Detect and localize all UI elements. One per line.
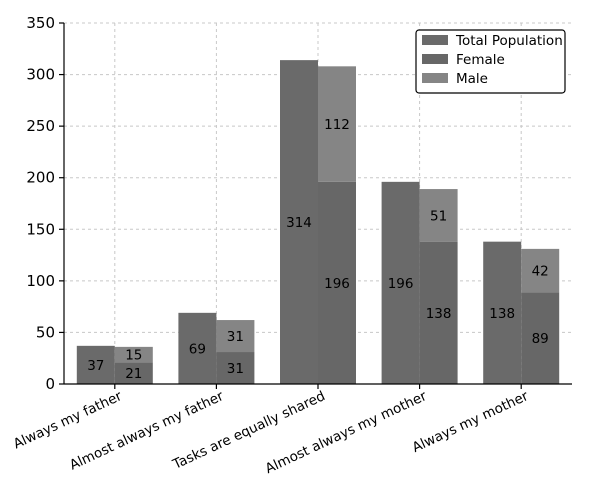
- legend-box: [415, 29, 566, 94]
- data-label-male: 31: [227, 329, 244, 345]
- legend-label: Male: [456, 71, 488, 87]
- data-label-male: 42: [532, 264, 549, 280]
- bar-female: [216, 352, 255, 384]
- y-tick-label: 50: [36, 323, 55, 341]
- data-label-female: 196: [324, 276, 350, 292]
- bar-female: [521, 292, 560, 384]
- legend: Total Population Female Male: [415, 29, 566, 94]
- data-label-total-population: 196: [388, 276, 414, 292]
- y-tick-label: 200: [26, 169, 55, 187]
- y-tick-label: 300: [26, 66, 55, 84]
- data-label-female: 89: [532, 331, 549, 347]
- y-tick-label: 250: [26, 117, 55, 135]
- x-tick-label: Almost always my mother: [263, 388, 430, 477]
- y-tick-label: 0: [45, 375, 55, 393]
- bar-male: [419, 189, 458, 242]
- data-label-total-population: 37: [87, 358, 104, 374]
- data-label-total-population: 138: [489, 306, 515, 322]
- data-label-male: 51: [430, 208, 447, 224]
- bars: [76, 60, 560, 384]
- x-tick-label: Always my mother: [410, 388, 532, 456]
- data-label-female: 31: [227, 361, 244, 377]
- data-label-female: 138: [426, 306, 452, 322]
- data-label-female: 21: [125, 366, 142, 382]
- bar-total-population: [483, 241, 522, 384]
- data-label-male: 112: [324, 117, 350, 133]
- bar-total-population: [178, 312, 217, 384]
- legend-swatch: [422, 73, 448, 83]
- data-label-male: 15: [125, 348, 142, 364]
- data-labels: 37 21 15 69 31 31 314 196 112 196 138 51 138 89 42: [87, 117, 549, 382]
- bar-female: [114, 362, 153, 384]
- bar-total-population: [76, 345, 115, 384]
- legend-label: Female: [456, 52, 505, 68]
- bar-total-population: [381, 181, 420, 384]
- y-tick-label: 350: [26, 14, 55, 32]
- data-label-total-population: 69: [189, 341, 206, 357]
- legend-swatch: [422, 54, 448, 64]
- legend-swatch: [422, 35, 448, 45]
- bar-total-population: [280, 60, 318, 384]
- bar-female: [419, 241, 458, 384]
- bar-female: [318, 181, 356, 384]
- data-label-total-population: 314: [286, 215, 312, 231]
- y-tick-label: 150: [26, 220, 55, 238]
- bar-male: [521, 248, 560, 293]
- y-tick-label: 100: [26, 272, 55, 290]
- bar-male: [216, 320, 255, 353]
- bar-male: [318, 66, 356, 182]
- legend-label: Total Population: [455, 33, 563, 49]
- bar-male: [114, 346, 153, 363]
